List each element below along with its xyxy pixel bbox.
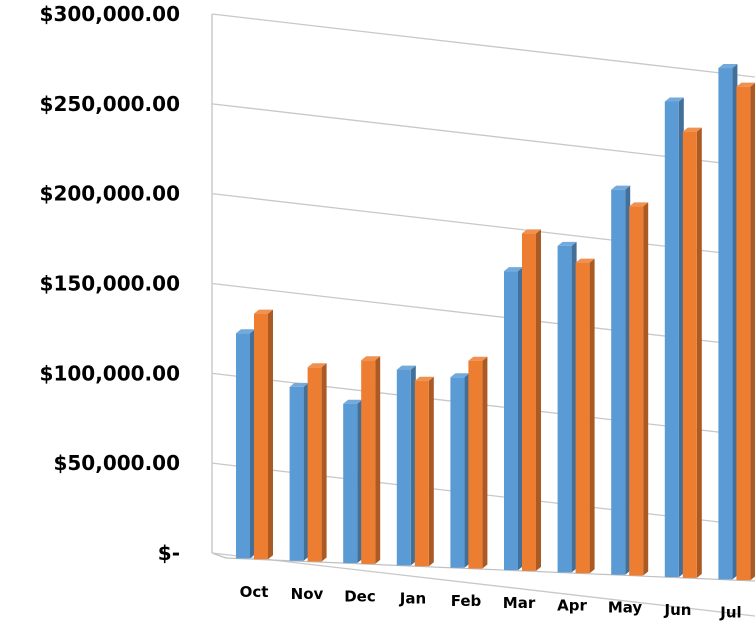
bar-may-series-1: [611, 185, 631, 575]
x-tick-label: Feb: [451, 592, 482, 610]
gridline: [211, 552, 755, 617]
y-tick-label: $200,000.00: [40, 182, 180, 206]
bar-jun-series-1: [664, 97, 684, 578]
x-tick-label: Oct: [240, 583, 269, 601]
x-tick-label: Jan: [399, 590, 426, 608]
bar-feb-series-1: [450, 373, 470, 568]
gridline: [211, 103, 755, 168]
x-tick-label: Jul: [719, 603, 741, 621]
bar-nov-series-2: [307, 363, 327, 562]
bar-dec-series-2: [361, 356, 381, 564]
y-tick-label: $300,000.00: [40, 2, 180, 26]
y-tick-label: $250,000.00: [40, 92, 180, 116]
x-tick-label: Jun: [664, 601, 692, 619]
y-tick-label: $100,000.00: [40, 361, 180, 385]
gridline: [211, 13, 755, 78]
x-tick-label: May: [608, 599, 643, 617]
floor-front-edge: [225, 557, 755, 582]
gridline: [211, 282, 755, 348]
x-tick-label: Apr: [557, 596, 587, 614]
y-tick-label: $50,000.00: [53, 451, 180, 475]
bar-oct-series-1: [236, 329, 255, 559]
y-tick-label: $150,000.00: [40, 272, 180, 296]
bar-jul-series-1: [718, 64, 738, 580]
bar-jan-series-1: [396, 365, 416, 566]
bar-feb-series-2: [468, 356, 488, 569]
y-axis-tick-labels: $300,000.00 $250,000.00 $200,000.00 $150,00…: [40, 2, 180, 565]
bar-may-series-2: [629, 202, 649, 576]
bar-apr-series-1: [557, 241, 577, 573]
bar-oct-series-2: [254, 309, 273, 560]
bar-mar-series-2: [522, 229, 541, 571]
gridline: [211, 193, 755, 258]
x-tick-label: Nov: [291, 585, 324, 603]
bar-jun-series-2: [682, 127, 702, 578]
bar-jul-series-2: [736, 82, 755, 581]
x-tick-label: Dec: [344, 587, 376, 605]
y-tick-label: $-: [158, 541, 180, 565]
x-axis-tick-labels: Oct Nov Dec Jan Feb Mar Apr May Jun Jul: [240, 583, 742, 622]
bar-nov-series-1: [289, 382, 309, 561]
bar-dec-series-1: [343, 399, 363, 564]
bar-apr-series-2: [575, 258, 595, 574]
bar-mar-series-1: [504, 267, 523, 571]
bars: [236, 64, 755, 581]
bar-jan-series-2: [414, 376, 434, 567]
x-tick-label: Mar: [503, 594, 536, 612]
